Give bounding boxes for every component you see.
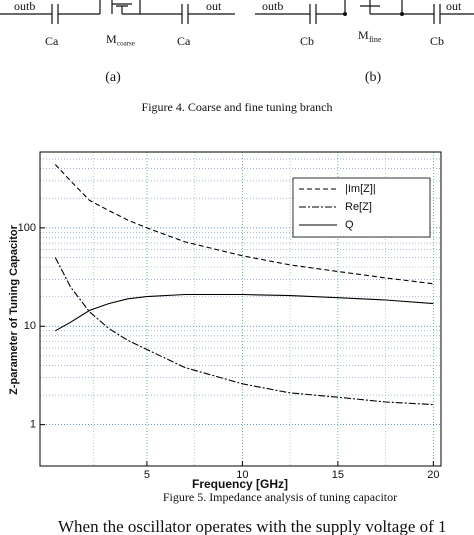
circuit-b: outb Cb M fine Cb out (b) — [255, 0, 474, 85]
x-tick-label: 20 — [427, 469, 439, 481]
circuit-a: outb Ca M coarse Ca out (a) — [0, 0, 235, 85]
x-axis-label: Frequency [GHz] — [192, 477, 288, 491]
transistor-subscript: coarse — [117, 40, 135, 48]
series-line — [55, 293, 434, 332]
series-line — [54, 257, 434, 406]
y-tick-label: 10 — [24, 320, 36, 332]
port-label: outb — [262, 0, 283, 13]
x-tick-label: 5 — [144, 469, 150, 481]
port-label: out — [446, 0, 462, 13]
legend-label: |Im[Z]| — [345, 183, 376, 195]
cap-label: Ca — [177, 34, 191, 48]
figure-caption: Figure 4. Coarse and fine tuning branch — [142, 100, 333, 114]
transistor-subscript: fine — [369, 35, 382, 44]
plot-frame — [39, 151, 442, 467]
port-label: out — [206, 0, 222, 13]
legend-label: Q — [345, 219, 354, 231]
panel-label: (a) — [105, 70, 121, 85]
port-label: outb — [14, 0, 35, 13]
y-axis-label: Z-parameter of Tuning Capacitor — [8, 224, 20, 394]
x-tick-label: 15 — [332, 469, 344, 481]
body-text: When the oscillator operates with the su… — [58, 517, 447, 535]
cap-label: Cb — [430, 34, 444, 48]
chart: 1 10 100 5 10 15 20 |Im[Z]| Re[Z] Q — [18, 151, 442, 481]
figure-caption: Figure 5. Impedance analysis of tuning c… — [163, 490, 397, 504]
y-tick-label: 100 — [18, 222, 36, 234]
transistor-label: M — [106, 32, 117, 46]
cap-label: Cb — [300, 34, 314, 48]
legend-label: Re[Z] — [345, 201, 372, 213]
node-dot — [343, 12, 347, 16]
panel-label: (b) — [365, 70, 382, 85]
transistor-label: M — [358, 28, 369, 42]
cap-label: Ca — [45, 34, 59, 48]
node-dot — [400, 12, 404, 16]
y-tick-label: 1 — [30, 419, 36, 431]
x-tick-label: 10 — [236, 469, 248, 481]
